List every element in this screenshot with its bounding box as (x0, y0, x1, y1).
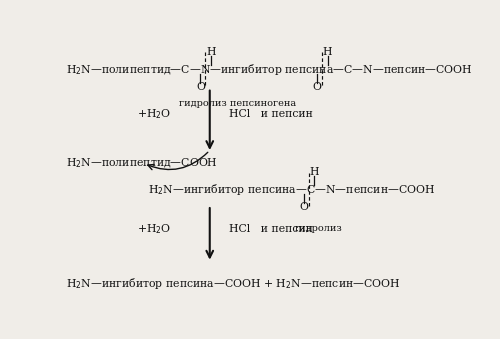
FancyArrowPatch shape (148, 152, 208, 170)
Text: +H$_2$O: +H$_2$O (137, 107, 171, 121)
Text: O: O (299, 202, 308, 212)
Text: H: H (323, 47, 332, 57)
Text: гидролиз пепсиногена: гидролиз пепсиногена (179, 99, 296, 108)
Text: H$_2$N—ингибитор пепсина—COOH + H$_2$N—пепсин—COOH: H$_2$N—ингибитор пепсина—COOH + H$_2$N—п… (66, 276, 401, 291)
Text: O: O (312, 82, 322, 92)
Text: H: H (206, 47, 216, 57)
Text: гидролиз: гидролиз (294, 224, 342, 233)
Text: H$_2$N—полипептид—C—N—ингибитор пепсина—C—N—пепсин—COOH: H$_2$N—полипептид—C—N—ингибитор пепсина—… (66, 62, 473, 77)
Text: HCl   и пепсин: HCl и пепсин (229, 224, 313, 234)
Text: H$_2$N—ингибитор пепсина—C—N—пепсин—COOH: H$_2$N—ингибитор пепсина—C—N—пепсин—COOH (148, 182, 435, 197)
Text: HCl   и пепсин: HCl и пепсин (229, 109, 313, 119)
Text: O: O (196, 82, 205, 92)
Text: H: H (309, 167, 318, 177)
Text: H$_2$N—полипептид—COOH: H$_2$N—полипептид—COOH (66, 157, 218, 170)
Text: +H$_2$O: +H$_2$O (137, 222, 171, 236)
